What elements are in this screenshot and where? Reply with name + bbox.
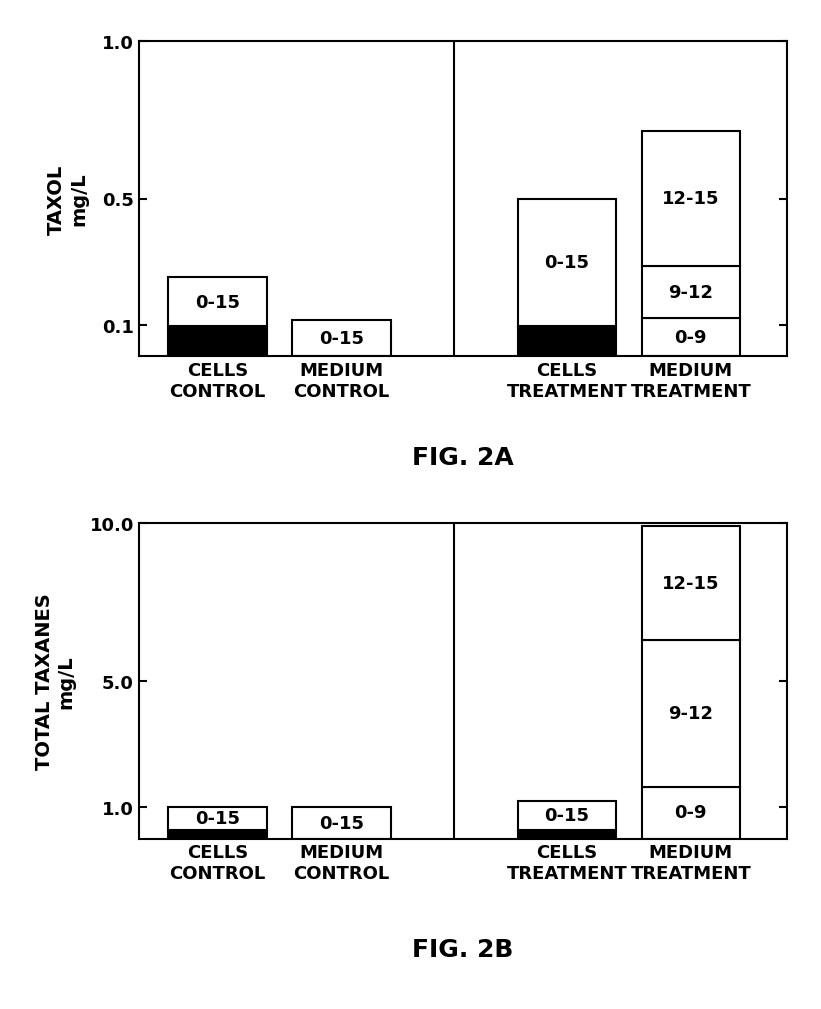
- Text: 0-9: 0-9: [674, 329, 707, 347]
- Text: 0-15: 0-15: [195, 294, 240, 312]
- Text: FIG. 2B: FIG. 2B: [412, 937, 513, 961]
- Text: 0-15: 0-15: [195, 809, 240, 827]
- Text: 0-15: 0-15: [544, 806, 589, 824]
- Y-axis label: TOTAL TAXANES
mg/L: TOTAL TAXANES mg/L: [34, 593, 76, 770]
- Bar: [517, 829, 616, 838]
- Text: 9-12: 9-12: [668, 704, 713, 722]
- Bar: [168, 278, 267, 327]
- Bar: [168, 829, 267, 838]
- Bar: [168, 807, 267, 829]
- Bar: [292, 807, 391, 838]
- Bar: [517, 801, 616, 829]
- Bar: [641, 527, 740, 640]
- Text: 12-15: 12-15: [662, 191, 719, 208]
- Bar: [517, 199, 616, 327]
- Bar: [641, 131, 740, 267]
- Bar: [641, 640, 740, 787]
- Text: 0-15: 0-15: [319, 330, 364, 348]
- Text: FIG. 2A: FIG. 2A: [411, 446, 513, 470]
- Bar: [168, 327, 267, 357]
- Bar: [641, 267, 740, 319]
- Bar: [517, 327, 616, 357]
- Text: 0-15: 0-15: [319, 814, 364, 832]
- Bar: [641, 787, 740, 838]
- Text: 0-9: 0-9: [674, 804, 707, 821]
- Bar: [292, 321, 391, 357]
- Bar: [641, 319, 740, 357]
- Text: 12-15: 12-15: [662, 574, 719, 592]
- Text: 9-12: 9-12: [668, 285, 713, 302]
- Text: 0-15: 0-15: [544, 254, 589, 272]
- Y-axis label: TAXOL
mg/L: TAXOL mg/L: [47, 164, 88, 234]
